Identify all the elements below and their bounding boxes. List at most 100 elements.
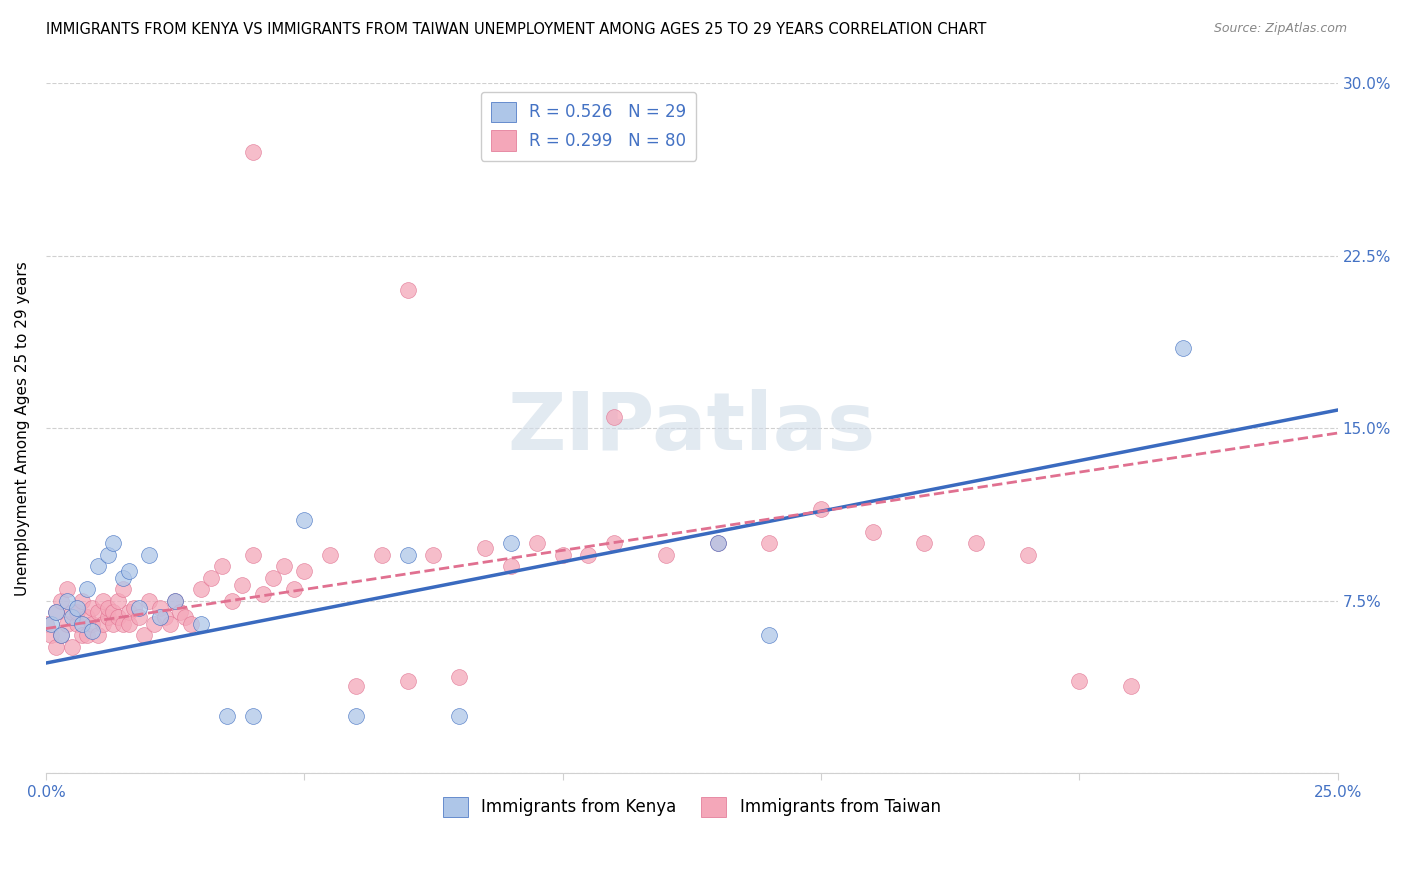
Legend: Immigrants from Kenya, Immigrants from Taiwan: Immigrants from Kenya, Immigrants from T… (436, 790, 948, 823)
Point (1017, 548, 1039, 562)
Point (396, 548, 419, 562)
Point (138, 594, 160, 608)
Point (66, 616, 89, 631)
Point (706, 536, 728, 550)
Point (101, 616, 124, 631)
Point (117, 616, 139, 631)
Point (200, 571, 222, 585)
Point (70, 628, 93, 642)
Point (252, 587, 274, 601)
Point (474, 541, 496, 555)
Point (221, 594, 243, 608)
Point (242, 709, 264, 723)
Point (128, 600, 150, 615)
Point (1171, 341, 1194, 355)
Point (112, 616, 135, 631)
Point (76, 582, 98, 597)
Point (965, 536, 987, 550)
Point (39, 628, 62, 642)
Point (912, 536, 935, 550)
Point (128, 610, 150, 624)
Point (292, 513, 315, 527)
Point (344, 709, 367, 723)
Point (107, 594, 129, 608)
Point (283, 582, 305, 597)
Point (449, 709, 471, 723)
Point (319, 548, 342, 562)
Point (55, 616, 77, 631)
Point (97, 548, 120, 562)
Point (86, 606, 108, 620)
Point (1119, 679, 1142, 693)
Point (45, 640, 67, 654)
Point (66, 606, 89, 620)
Point (143, 616, 166, 631)
Point (655, 548, 678, 562)
Point (273, 559, 295, 574)
Point (86, 628, 108, 642)
Point (60, 610, 83, 624)
Point (117, 606, 139, 620)
Point (1069, 674, 1091, 689)
Point (262, 571, 284, 585)
Point (112, 582, 135, 597)
Point (122, 600, 145, 615)
Point (101, 606, 124, 620)
Point (396, 284, 419, 298)
Point (51, 628, 73, 642)
Text: IMMIGRANTS FROM KENYA VS IMMIGRANTS FROM TAIWAN UNEMPLOYMENT AMONG AGES 25 TO 29: IMMIGRANTS FROM KENYA VS IMMIGRANTS FROM… (46, 22, 987, 37)
Point (862, 524, 884, 539)
Point (242, 548, 264, 562)
Text: Source: ZipAtlas.com: Source: ZipAtlas.com (1213, 22, 1347, 36)
Point (97, 600, 120, 615)
Point (117, 564, 139, 578)
Point (231, 578, 253, 592)
Point (51, 594, 73, 608)
Point (149, 610, 172, 624)
Point (396, 674, 419, 689)
Point (292, 564, 315, 578)
Text: ZIPatlas: ZIPatlas (508, 390, 876, 467)
Point (169, 606, 191, 620)
Point (215, 709, 238, 723)
Point (55, 582, 77, 597)
Point (70, 594, 93, 608)
Point (499, 536, 522, 550)
Point (603, 409, 626, 424)
Point (112, 571, 135, 585)
Point (76, 628, 98, 642)
Y-axis label: Unemployment Among Ages 25 to 29 years: Unemployment Among Ages 25 to 29 years (15, 261, 30, 596)
Point (97, 610, 120, 624)
Point (82, 616, 104, 631)
Point (60, 640, 83, 654)
Point (190, 616, 212, 631)
Point (70, 616, 93, 631)
Point (242, 145, 264, 160)
Point (76, 610, 98, 624)
Point (101, 536, 124, 550)
Point (174, 610, 197, 624)
Point (551, 548, 574, 562)
Point (82, 624, 104, 638)
Point (165, 594, 187, 608)
Point (35, 616, 58, 631)
Point (578, 548, 600, 562)
Point (190, 582, 212, 597)
Point (66, 600, 89, 615)
Point (371, 548, 394, 562)
Point (810, 502, 832, 516)
Point (138, 548, 160, 562)
Point (526, 536, 548, 550)
Point (91, 616, 114, 631)
Point (107, 610, 129, 624)
Point (86, 559, 108, 574)
Point (51, 628, 73, 642)
Point (134, 628, 156, 642)
Point (603, 536, 626, 550)
Point (60, 606, 83, 620)
Point (91, 594, 114, 608)
Point (39, 616, 62, 631)
Point (422, 548, 444, 562)
Point (706, 536, 728, 550)
Point (211, 559, 233, 574)
